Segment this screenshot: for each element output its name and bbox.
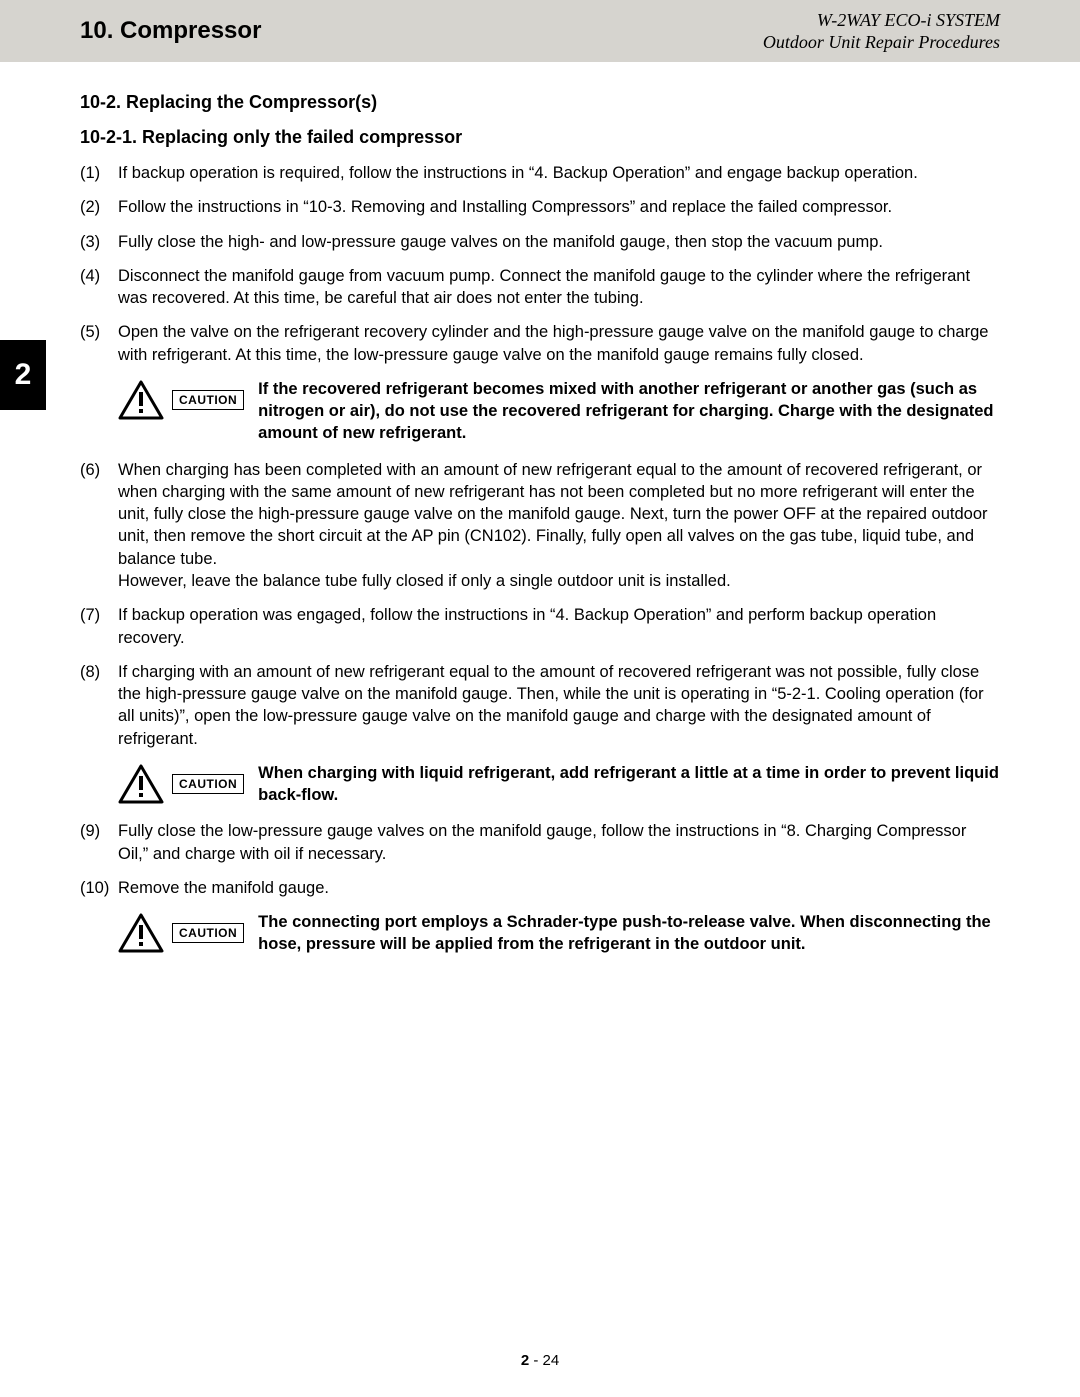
step-num: (8) [80, 661, 118, 750]
warning-icon [118, 380, 164, 420]
doc-title-line2: Outdoor Unit Repair Procedures [763, 31, 1000, 54]
section-title: 10. Compressor [80, 17, 261, 45]
step-num: (2) [80, 196, 118, 218]
step-num: (3) [80, 231, 118, 253]
page-footer: 2 - 24 [0, 1352, 1080, 1369]
caution-text: When charging with liquid refrigerant, a… [258, 762, 1000, 807]
step-num: (10) [80, 877, 118, 899]
step-num: (1) [80, 162, 118, 184]
step-3: (3) Fully close the high- and low-pressu… [80, 231, 1000, 253]
step-2: (2) Follow the instructions in “10-3. Re… [80, 196, 1000, 218]
caution-1: CAUTION If the recovered refrigerant bec… [118, 378, 1000, 445]
step-body: Disconnect the manifold gauge from vacuu… [118, 265, 1000, 310]
step-num: (6) [80, 459, 118, 593]
step-6: (6) When charging has been completed wit… [80, 459, 1000, 593]
footer-page: 24 [543, 1352, 560, 1369]
page-content: 10-2. Replacing the Compressor(s) 10-2-1… [0, 62, 1080, 956]
caution-label: CAUTION [172, 923, 244, 943]
caution-label: CAUTION [172, 774, 244, 794]
step-body: When charging has been completed with an… [118, 459, 1000, 593]
step-num: (9) [80, 820, 118, 865]
step-body: Open the valve on the refrigerant recove… [118, 321, 1000, 366]
step-9: (9) Fully close the low-pressure gauge v… [80, 820, 1000, 865]
step-body: Fully close the high- and low-pressure g… [118, 231, 1000, 253]
step-8: (8) If charging with an amount of new re… [80, 661, 1000, 750]
heading-10-2-1: 10-2-1. Replacing only the failed compre… [80, 127, 1000, 148]
doc-title-line1: W-2WAY ECO-i SYSTEM [763, 9, 1000, 32]
warning-icon [118, 764, 164, 804]
step-body: If backup operation is required, follow … [118, 162, 1000, 184]
caution-icon-box: CAUTION [118, 911, 244, 953]
footer-sep: - [529, 1352, 542, 1369]
heading-10-2: 10-2. Replacing the Compressor(s) [80, 92, 1000, 113]
caution-icon-box: CAUTION [118, 762, 244, 804]
step-body: If backup operation was engaged, follow … [118, 604, 1000, 649]
step-7: (7) If backup operation was engaged, fol… [80, 604, 1000, 649]
warning-icon [118, 913, 164, 953]
step-num: (5) [80, 321, 118, 366]
caution-2: CAUTION When charging with liquid refrig… [118, 762, 1000, 807]
step-body: Fully close the low-pressure gauge valve… [118, 820, 1000, 865]
step-num: (7) [80, 604, 118, 649]
step-4: (4) Disconnect the manifold gauge from v… [80, 265, 1000, 310]
step-body: Remove the manifold gauge. [118, 877, 1000, 899]
step-num: (4) [80, 265, 118, 310]
step-10: (10) Remove the manifold gauge. [80, 877, 1000, 899]
step-body: If charging with an amount of new refrig… [118, 661, 1000, 750]
caution-label: CAUTION [172, 390, 244, 410]
caution-3: CAUTION The connecting port employs a Sc… [118, 911, 1000, 956]
caution-text: If the recovered refrigerant becomes mix… [258, 378, 1000, 445]
footer-chapter: 2 [521, 1352, 529, 1369]
caution-text: The connecting port employs a Schrader-t… [258, 911, 1000, 956]
chapter-tab: 2 [0, 340, 46, 410]
step-5: (5) Open the valve on the refrigerant re… [80, 321, 1000, 366]
caution-icon-box: CAUTION [118, 378, 244, 420]
step-1: (1) If backup operation is required, fol… [80, 162, 1000, 184]
doc-title: W-2WAY ECO-i SYSTEM Outdoor Unit Repair … [763, 9, 1000, 54]
page-header: 10. Compressor W-2WAY ECO-i SYSTEM Outdo… [0, 0, 1080, 62]
step-body: Follow the instructions in “10-3. Removi… [118, 196, 1000, 218]
